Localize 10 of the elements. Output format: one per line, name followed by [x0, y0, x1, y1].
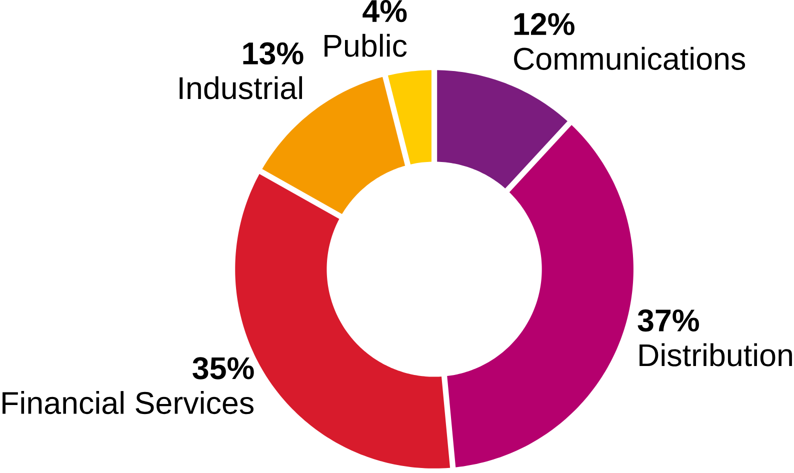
- data-label: 13%: [243, 42, 304, 65]
- data-label: 12%: [514, 13, 574, 36]
- data-label: 37%: [638, 310, 699, 332]
- slice-label: Public: [324, 34, 407, 58]
- slice-label: Financial Services: [2, 391, 254, 414]
- slice-label: Distribution: [640, 343, 792, 367]
- slice-label: Communications: [514, 47, 746, 70]
- data-label: 4%: [362, 0, 407, 22]
- data-label: 35%: [192, 357, 254, 380]
- slice-label: Industrial: [180, 76, 302, 100]
